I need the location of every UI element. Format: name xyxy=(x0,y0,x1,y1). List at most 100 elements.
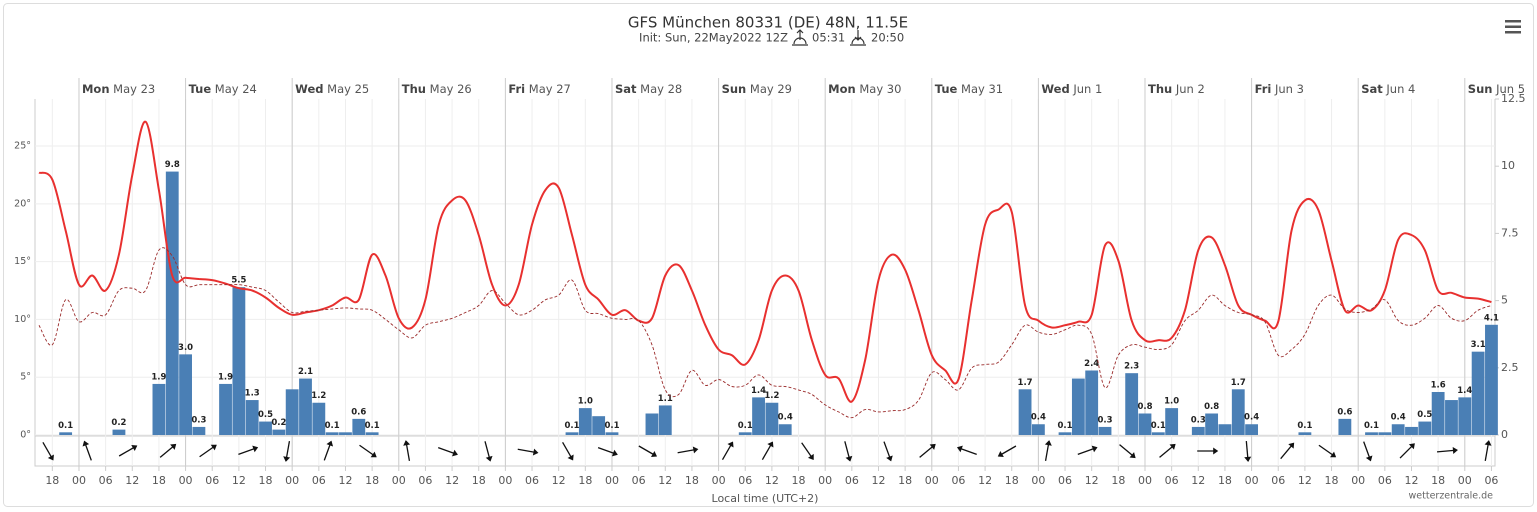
precip-bar xyxy=(1338,418,1352,435)
day-date: Jun 4 xyxy=(1385,82,1415,96)
wind-arrow xyxy=(42,442,54,461)
bar-value-label: 1.4 xyxy=(1457,386,1472,396)
wind-arrow xyxy=(437,446,458,457)
wind-arrow xyxy=(1159,443,1176,458)
bar-value-label: 0.6 xyxy=(1337,407,1352,417)
bar-value-label: 2.4 xyxy=(1084,359,1099,369)
x-tick-label: 12 xyxy=(1191,474,1205,487)
precip-bar xyxy=(299,378,312,435)
y-tick-label: 25° xyxy=(14,141,31,152)
precip-bar xyxy=(232,287,246,435)
wind-arrow xyxy=(1484,440,1492,461)
bar-value-label: 0.1 xyxy=(1364,421,1379,431)
wind-arrow xyxy=(238,445,259,456)
x-tick-label: 06 xyxy=(1271,474,1285,487)
day-label: Tue May 24 xyxy=(189,82,257,96)
wind-arrow-head xyxy=(1244,456,1252,462)
bar-value-label: 1.0 xyxy=(578,397,593,407)
day-label: Wed Jun 1 xyxy=(1041,82,1102,96)
x-tick-label: 00 xyxy=(1138,474,1152,487)
precip-bar xyxy=(1391,424,1405,435)
wind-arrow xyxy=(1077,445,1098,456)
day-weekday: Tue xyxy=(935,82,958,96)
day-label: Tue May 31 xyxy=(935,82,1003,96)
wind-arrow xyxy=(677,446,699,454)
wind-arrow-head xyxy=(452,449,458,457)
day-label: Mon May 23 xyxy=(82,82,155,96)
wind-arrow xyxy=(883,441,893,462)
x-tick-label: 00 xyxy=(1351,474,1365,487)
x-tick-label: 00 xyxy=(179,474,193,487)
wind-arrow xyxy=(1363,441,1373,462)
precip-bar xyxy=(592,416,606,435)
wind-arrow xyxy=(562,442,574,461)
bar-value-label: 0.4 xyxy=(1391,413,1406,423)
day-weekday: Sun xyxy=(722,82,747,96)
precip-bar xyxy=(179,354,192,435)
bar-value-label: 0.1 xyxy=(738,421,753,431)
x-tick-label: 06 xyxy=(738,474,752,487)
bar-value-label: 0.1 xyxy=(58,421,73,431)
wind-arrow xyxy=(199,444,217,458)
day-weekday: Wed xyxy=(295,82,323,96)
x-tick-label: 00 xyxy=(818,474,832,487)
x-tick-label: 06 xyxy=(525,474,539,487)
day-date: Jun 2 xyxy=(1175,82,1205,96)
precip-bar xyxy=(1085,370,1099,435)
wind-arrow xyxy=(1318,444,1337,458)
day-weekday: Wed xyxy=(1041,82,1069,96)
precip-bar xyxy=(219,383,232,435)
precip-bar xyxy=(565,432,579,435)
wind-arrow xyxy=(403,440,411,461)
wind-arrow xyxy=(761,441,774,460)
precip-bar xyxy=(1125,373,1139,435)
x-tick-label: 00 xyxy=(285,474,299,487)
y2-tick-label: 7.5 xyxy=(1501,226,1519,239)
bar-value-label: 0.5 xyxy=(1417,410,1432,420)
bar-value-label: 0.4 xyxy=(1244,413,1259,423)
wind-arrow xyxy=(283,441,291,462)
day-date: May 24 xyxy=(215,82,257,96)
day-date: May 23 xyxy=(113,82,155,96)
y-tick-label: 20° xyxy=(14,198,31,209)
y-tick-label: 10° xyxy=(14,314,31,325)
precip-bar xyxy=(1445,400,1458,435)
precip-bar xyxy=(285,389,299,435)
day-weekday: Sat xyxy=(1361,82,1383,96)
x-tick-label: 12 xyxy=(232,474,246,487)
wind-arrow xyxy=(1197,447,1219,455)
wind-arrow xyxy=(1119,444,1136,459)
precip-bar xyxy=(1471,351,1485,435)
x-tick-label: 00 xyxy=(392,474,406,487)
bar-value-label: 0.1 xyxy=(365,421,380,431)
wind-arrow-head xyxy=(1484,440,1492,446)
precip-bar xyxy=(578,408,592,435)
menu-button[interactable] xyxy=(1505,20,1521,34)
wind-arrow-head xyxy=(131,444,138,452)
wind-arrow-head xyxy=(611,449,618,457)
wind-arrow-head xyxy=(47,454,54,461)
day-weekday: Mon xyxy=(828,82,856,96)
day-weekday: Mon xyxy=(82,82,110,96)
bar-value-label: 1.4 xyxy=(751,386,766,396)
x-tick-label: 18 xyxy=(898,474,912,487)
x-tick-label: 00 xyxy=(712,474,726,487)
precip-bar xyxy=(1205,413,1219,435)
wind-arrow-head xyxy=(1169,443,1176,450)
precip-bar xyxy=(1458,397,1472,435)
bar-value-label: 1.1 xyxy=(658,394,673,404)
x-tick-label: 12 xyxy=(445,474,459,487)
x-tick-label: 18 xyxy=(792,474,806,487)
wind-arrow-head xyxy=(727,441,734,448)
x-tick-label: 18 xyxy=(578,474,592,487)
wind-arrow-head xyxy=(1044,440,1052,446)
precip-bar xyxy=(1405,426,1418,435)
y2-tick-label: 2.5 xyxy=(1501,361,1519,374)
x-tick-label: 18 xyxy=(365,474,379,487)
x-tick-label: 12 xyxy=(658,474,672,487)
day-date: May 26 xyxy=(430,82,472,96)
wind-arrow-head xyxy=(532,448,539,456)
x-tick-label: 18 xyxy=(1111,474,1125,487)
precip-bar xyxy=(59,432,73,435)
day-weekday: Thu xyxy=(402,82,426,96)
